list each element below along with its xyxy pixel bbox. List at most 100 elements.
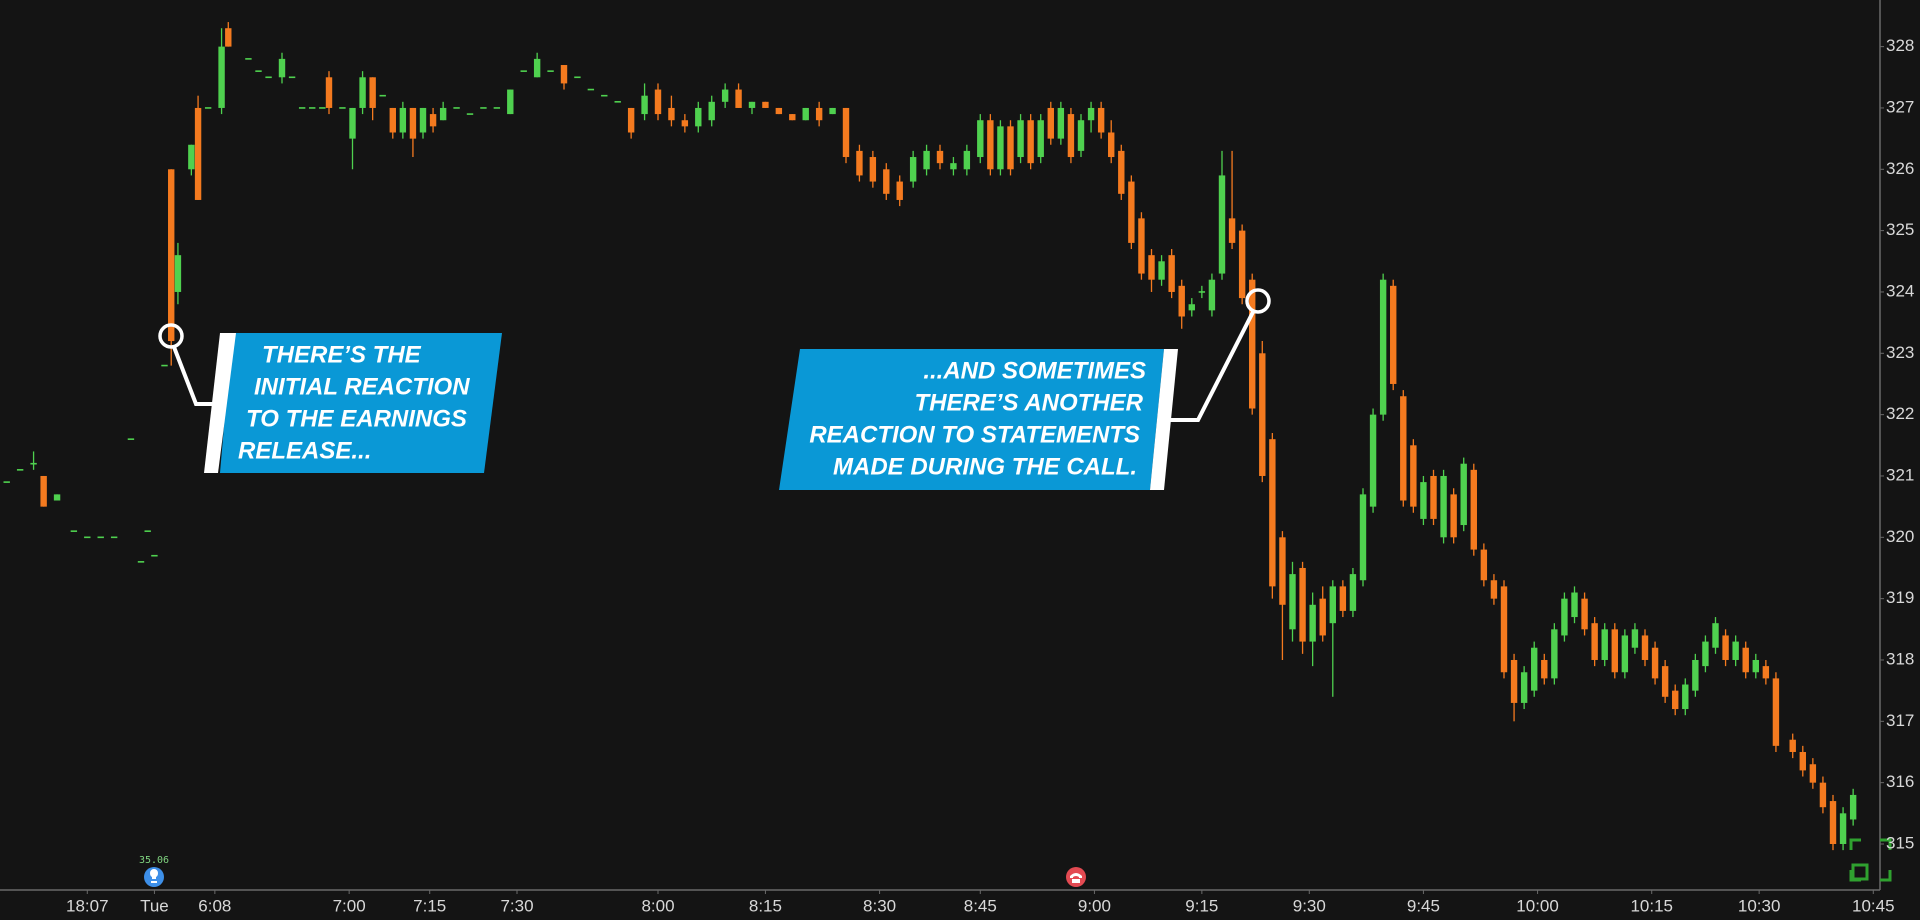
candle-body: [1430, 475, 1437, 519]
candle-body: [869, 157, 877, 182]
candle-body: [762, 101, 769, 108]
callout-connector: [1160, 311, 1255, 422]
candle-body: [1631, 629, 1639, 648]
candle-body: [1531, 647, 1538, 691]
candle-body: [1007, 126, 1014, 170]
candle-body: [419, 107, 427, 133]
candle-body: [520, 70, 527, 72]
candle-body: [1440, 475, 1447, 538]
y-tick-label: 323: [1886, 343, 1914, 362]
candle-body: [1057, 107, 1065, 139]
corner-marker: [1849, 838, 1892, 882]
x-tick-label: 8:45: [964, 896, 997, 915]
candle-body: [389, 107, 396, 133]
candle-body: [409, 107, 417, 139]
corner-box: [1851, 863, 1869, 881]
event-icons: 35.06: [139, 855, 1086, 887]
candle-body: [1510, 659, 1518, 703]
callout-marker: [158, 323, 184, 349]
candle-body: [1218, 175, 1226, 274]
candle-body: [1661, 666, 1669, 697]
candle-body: [1702, 641, 1709, 667]
candle-body: [1561, 598, 1568, 636]
x-tick-label: 9:15: [1185, 896, 1218, 915]
candle-body: [1601, 629, 1608, 660]
y-tick-label: 318: [1886, 649, 1914, 668]
candle-body: [507, 89, 514, 115]
x-tick-label: 6:08: [198, 896, 231, 915]
candle-body: [278, 58, 286, 78]
candle-body: [40, 475, 47, 507]
candle-body: [1742, 647, 1749, 673]
y-tick-label: 327: [1886, 97, 1914, 116]
callout: THERE’S THE INITIAL REACTION TO THE EARNIN…: [158, 323, 502, 473]
candle-body: [614, 101, 621, 103]
y-tick-label: 325: [1886, 220, 1914, 239]
x-tick-label: 9:30: [1293, 896, 1326, 915]
candle-body: [359, 77, 366, 108]
candle-body: [349, 107, 356, 139]
candle-body: [1017, 120, 1024, 158]
x-tick-label: 9:45: [1407, 896, 1440, 915]
candle-body: [1319, 598, 1326, 636]
candle-body: [1799, 751, 1806, 771]
candle-body: [1450, 494, 1457, 538]
callout-text: THERE’S ANOTHER: [915, 389, 1144, 416]
candle-body: [1037, 120, 1044, 158]
candle-body: [493, 107, 501, 109]
x-tick-label: 7:30: [500, 896, 533, 915]
candle-body: [1762, 666, 1770, 679]
candle-body: [1097, 107, 1105, 133]
candle-body: [1732, 641, 1739, 660]
candle-body: [1349, 574, 1357, 611]
candle-body: [1329, 586, 1336, 624]
candle-body: [1259, 353, 1266, 476]
candle-body: [856, 150, 863, 176]
candle-body: [1480, 549, 1488, 581]
candle-body: [399, 107, 407, 133]
candle-body: [1829, 801, 1837, 844]
candle-body: [950, 163, 957, 170]
candle-body: [480, 107, 487, 109]
candle-body: [16, 469, 24, 471]
candle-body: [547, 70, 554, 72]
candle-body: [453, 107, 460, 109]
candle-body: [1077, 120, 1085, 151]
candle-body: [1400, 396, 1407, 501]
y-tick-label: 326: [1886, 159, 1914, 178]
candle-body: [1390, 285, 1397, 384]
y-tick-label: 317: [1886, 711, 1914, 730]
candle-body: [339, 107, 346, 109]
candle-body: [1809, 764, 1817, 783]
call-icon[interactable]: [1066, 867, 1086, 887]
callout-text: REACTION TO STATEMENTS: [809, 421, 1140, 448]
bulb-glyph: [150, 869, 158, 883]
candle-body: [174, 255, 182, 292]
x-tick-label: 7:15: [413, 896, 446, 915]
candle-body: [560, 65, 568, 84]
x-tick-label: 10:30: [1738, 896, 1781, 915]
candle-body: [1279, 537, 1286, 605]
candle-body: [245, 58, 252, 60]
callout-marker: [1245, 288, 1271, 314]
x-tick-label: 18:07: [66, 896, 109, 915]
candle-body: [429, 114, 437, 127]
candle-body: [1168, 255, 1175, 292]
y-tick-label: 328: [1886, 36, 1914, 55]
candle-body: [1269, 439, 1276, 587]
candle-body: [1198, 291, 1206, 293]
candle-body: [1692, 659, 1699, 691]
candle-body: [1410, 445, 1417, 507]
candle-body: [1228, 218, 1236, 243]
candle-body: [681, 120, 689, 127]
x-tick-label: 8:30: [863, 896, 896, 915]
candle-body: [1520, 672, 1528, 703]
candle-body: [1460, 463, 1467, 526]
candle-body: [909, 157, 917, 182]
phone-glyph: [1070, 873, 1082, 883]
candle-body: [144, 530, 151, 532]
candle-body: [225, 28, 232, 47]
candle-body: [923, 150, 930, 170]
callout-text: ...AND SOMETIMES: [923, 357, 1146, 384]
candle-body: [1591, 623, 1598, 660]
